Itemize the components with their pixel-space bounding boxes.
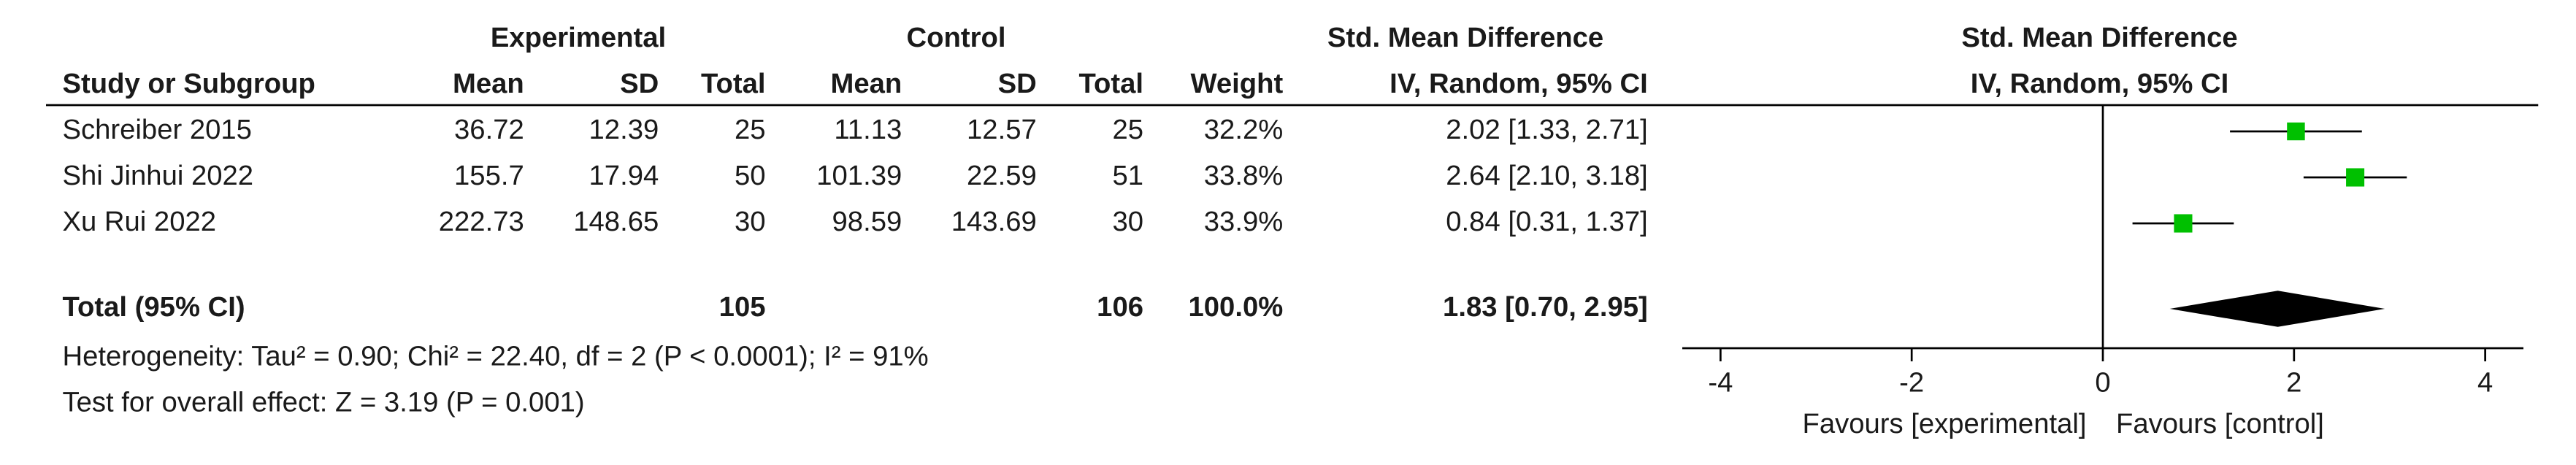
cell: 12.57	[967, 114, 1037, 145]
x-tick-label: 4	[2477, 367, 2493, 399]
x-tick-label: -4	[1708, 367, 1733, 399]
cell: 22.59	[967, 160, 1037, 191]
cell: 2.64 [2.10, 3.18]	[1446, 160, 1647, 191]
cell: 30	[1112, 206, 1143, 237]
cell: 148.65	[573, 206, 659, 237]
x-tick-label: -2	[1899, 367, 1924, 399]
cell: 51	[1112, 160, 1143, 191]
pooled-diamond	[2169, 291, 2385, 327]
cell: 50	[735, 160, 766, 191]
column-header: SD	[620, 68, 659, 99]
column-header: Total	[1078, 68, 1143, 99]
study-name: Schreiber 2015	[63, 114, 252, 145]
overall-effect: Test for overall effect: Z = 3.19 (P = 0…	[63, 387, 585, 418]
group-header: Std. Mean Difference	[1961, 22, 2237, 53]
cell: 25	[1112, 114, 1143, 145]
group-header: Control	[907, 22, 1006, 53]
total-cell: 1.83 [0.70, 2.95]	[1443, 291, 1648, 323]
group-header: Experimental	[491, 22, 666, 53]
column-header: Weight	[1190, 68, 1283, 99]
total-name: Total (95% CI)	[63, 291, 245, 323]
cell: 33.9%	[1204, 206, 1283, 237]
cell: 30	[735, 206, 766, 237]
cell: 25	[735, 114, 766, 145]
column-header: Mean	[830, 68, 902, 99]
cell: 101.39	[816, 160, 902, 191]
group-header: Std. Mean Difference	[1327, 22, 1603, 53]
column-header: IV, Random, 95% CI	[1971, 68, 2229, 99]
heterogeneity: Heterogeneity: Tau² = 0.90; Chi² = 22.40…	[63, 341, 929, 372]
cell: 17.94	[589, 160, 659, 191]
column-header: SD	[998, 68, 1037, 99]
cell: 0.84 [0.31, 1.37]	[1446, 206, 1647, 237]
effect-marker	[2174, 214, 2193, 233]
cell: 222.73	[439, 206, 524, 237]
study-name: Xu Rui 2022	[63, 206, 217, 237]
x-tick-label: 2	[2286, 367, 2301, 399]
cell: 98.59	[832, 206, 902, 237]
cell: 11.13	[834, 114, 902, 145]
cell: 12.39	[589, 114, 659, 145]
column-header: Total	[701, 68, 766, 99]
favours-right: Favours [control]	[2116, 408, 2324, 439]
column-header: IV, Random, 95% CI	[1389, 68, 1648, 99]
column-header: Mean	[453, 68, 524, 99]
total-cell: 105	[719, 291, 766, 323]
total-cell: 106	[1097, 291, 1143, 323]
column-header: Study or Subgroup	[63, 68, 315, 99]
favours-left: Favours [experimental]	[1802, 408, 2086, 439]
study-name: Shi Jinhui 2022	[63, 160, 254, 191]
cell: 33.8%	[1204, 160, 1283, 191]
cell: 32.2%	[1204, 114, 1283, 145]
cell: 36.72	[454, 114, 524, 145]
cell: 143.69	[951, 206, 1037, 237]
cell: 2.02 [1.33, 2.71]	[1446, 114, 1647, 145]
effect-marker	[2346, 168, 2365, 187]
effect-marker	[2287, 122, 2305, 141]
cell: 155.7	[454, 160, 524, 191]
x-tick-label: 0	[2095, 367, 2110, 399]
total-cell: 100.0%	[1189, 291, 1284, 323]
